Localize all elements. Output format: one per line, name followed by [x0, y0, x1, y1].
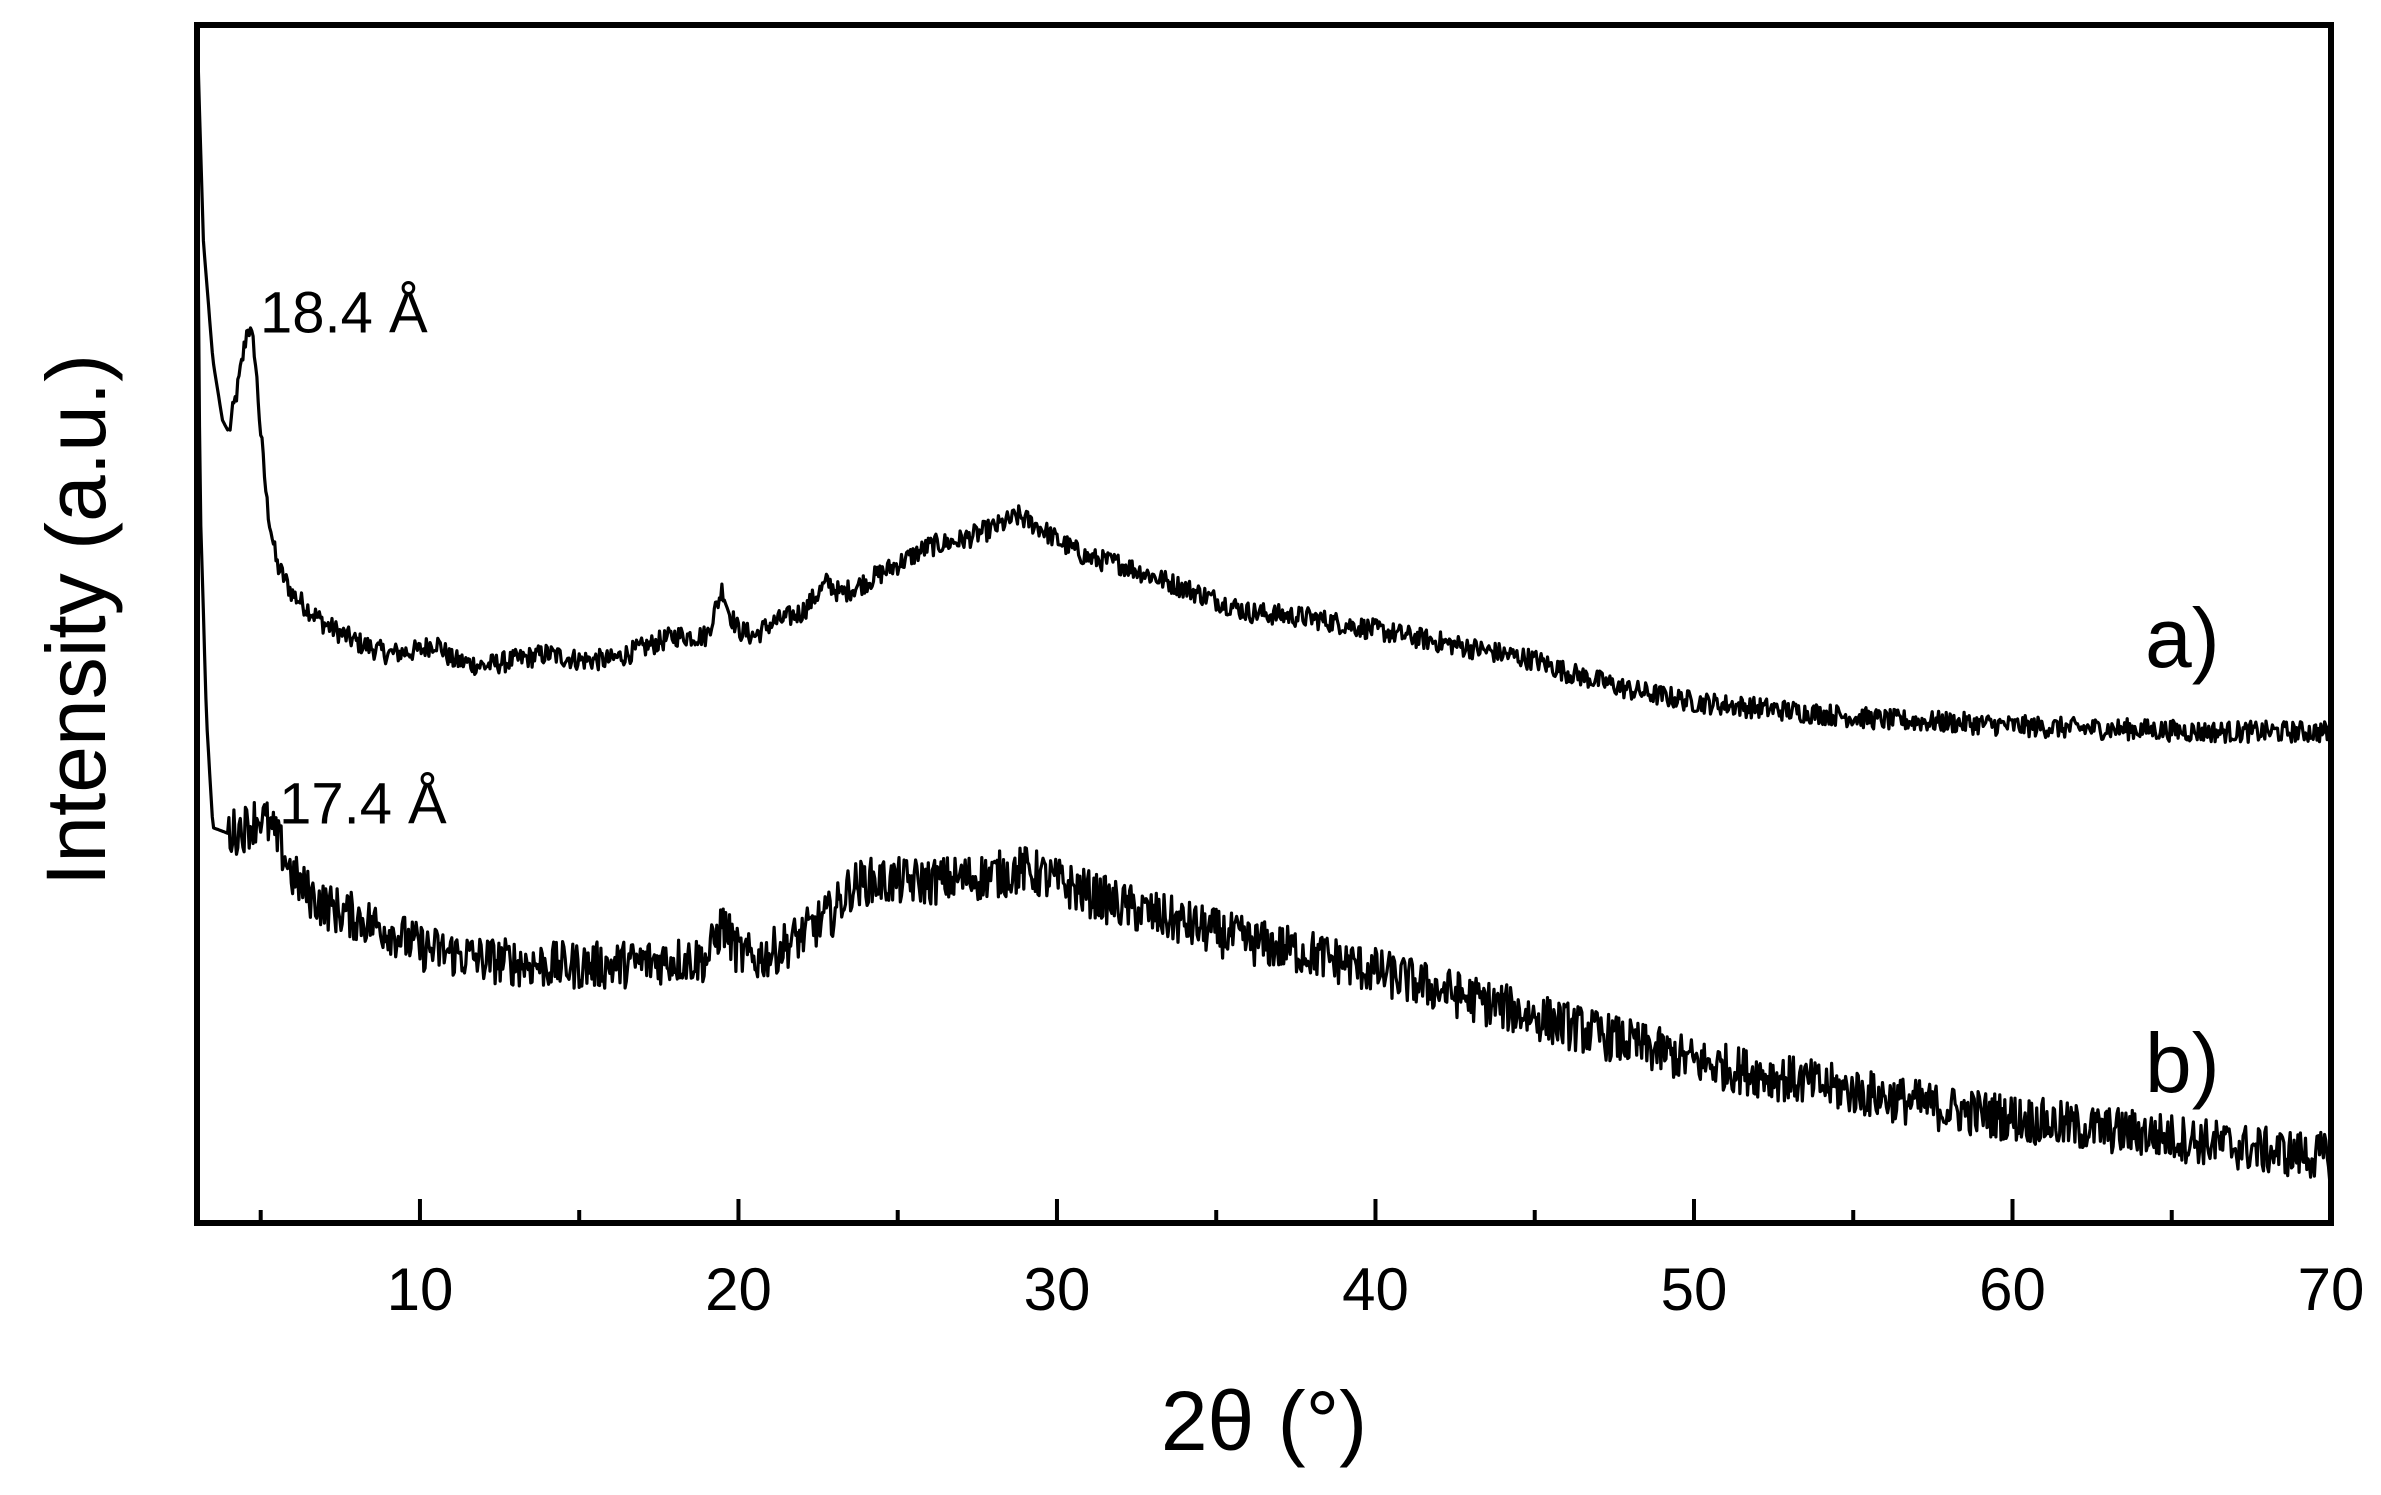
- annotations: 18.4 Å 17.4 Å: [260, 281, 447, 837]
- x-ticks: [258, 1199, 2333, 1223]
- x-tick-label: 20: [705, 1256, 772, 1323]
- series-label-b: b): [2145, 1016, 2220, 1110]
- x-tick-label: 50: [1661, 1256, 1728, 1323]
- series-label-a: a): [2145, 591, 2220, 685]
- plot-frame: [194, 22, 2334, 1226]
- peak-annotation: 18.4 Å: [260, 281, 428, 346]
- x-tick-label: 10: [387, 1256, 454, 1323]
- x-tick-label: 30: [1024, 1256, 1091, 1323]
- peak-annotation: 17.4 Å: [279, 772, 447, 837]
- series-labels: a) b): [2145, 591, 2220, 1110]
- series-line-b: [195, 120, 2333, 1183]
- x-tick-labels: 10 20 30 40 50 60 70: [387, 1256, 2365, 1323]
- x-tick-label: 60: [1979, 1256, 2046, 1323]
- y-axis-title: Intensity (a.u.): [29, 354, 123, 886]
- series-line-a: [195, 24, 2332, 744]
- x-tick-label: 70: [2298, 1256, 2365, 1323]
- x-tick-label: 40: [1342, 1256, 1409, 1323]
- series-curves: [195, 24, 2333, 1183]
- x-axis-title: 2θ (°): [1161, 1374, 1367, 1468]
